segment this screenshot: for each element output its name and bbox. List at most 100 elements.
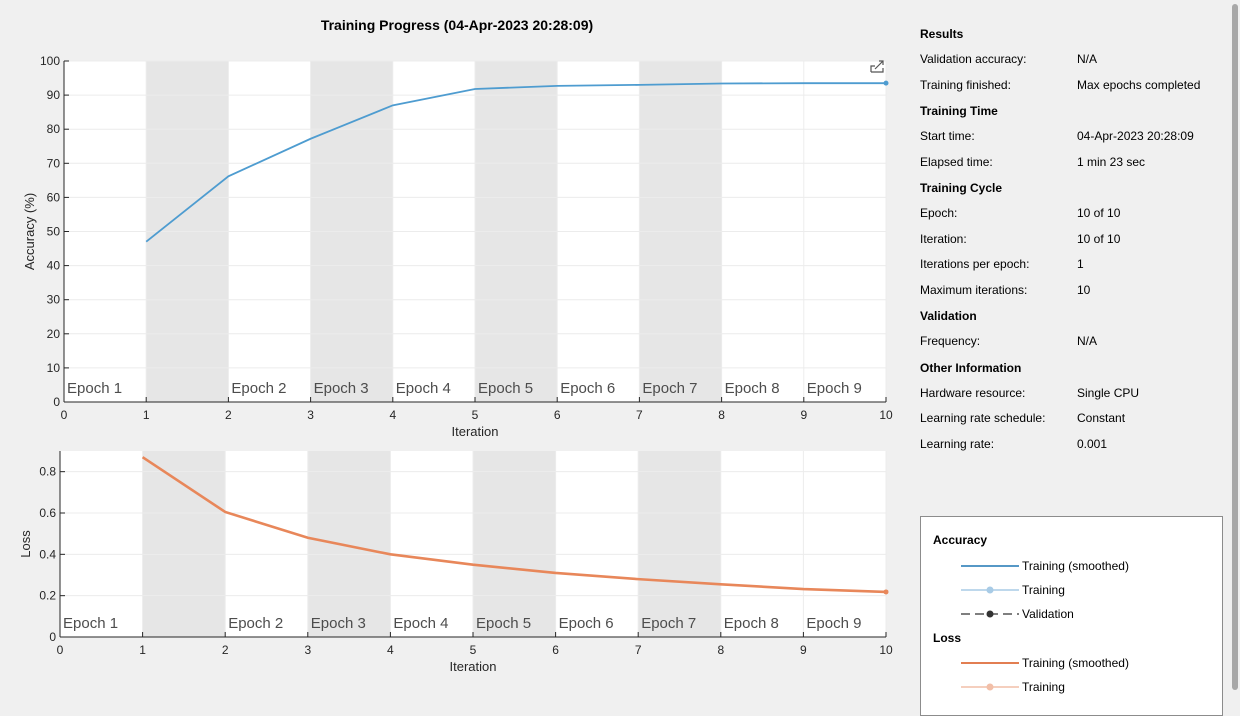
info-value: Constant	[1077, 411, 1126, 425]
epoch-label: Epoch 8	[724, 615, 779, 632]
y-tick-label: 100	[40, 54, 60, 68]
epoch-label: Epoch 3	[311, 615, 366, 632]
training-time-heading: Training Time	[920, 104, 998, 118]
legend-label: Training	[1022, 680, 1065, 694]
series-end-marker	[883, 80, 889, 86]
info-key: Frequency:	[920, 334, 981, 348]
info-value: Max epochs completed	[1077, 77, 1201, 92]
y-tick-label: 10	[47, 361, 61, 375]
legend-label: Training (smoothed)	[1022, 656, 1129, 670]
x-tick-label: 1	[143, 408, 150, 422]
other-information-heading: Other Information	[920, 360, 1022, 375]
info-row-start-time: Start time: 04-Apr-2023 20:28:09	[920, 128, 1220, 154]
info-key: Training finished:	[920, 77, 1011, 92]
info-key: Learning rate:	[920, 436, 995, 451]
legend-accuracy-validation: Validation	[961, 606, 1074, 622]
legend-accuracy-training: Training	[961, 582, 1065, 598]
info-row-elapsed-time: Elapsed time: 1 min 23 sec	[920, 154, 1220, 180]
y-tick-label: 0	[53, 395, 60, 409]
legend-label: Validation	[1022, 607, 1074, 621]
info-key: Iteration:	[920, 231, 967, 246]
y-tick-label: 40	[47, 259, 61, 273]
info-value: 0.001	[1077, 436, 1108, 451]
y-axis-label: Loss	[18, 530, 33, 558]
x-tick-label: 6	[554, 408, 561, 422]
y-tick-label: 80	[47, 122, 61, 136]
legend-label: Training	[1022, 583, 1065, 597]
validation-heading: Validation	[920, 309, 977, 323]
legend-line-icon	[961, 565, 1019, 567]
info-key: Start time:	[920, 129, 975, 143]
y-tick-label: 0	[49, 630, 56, 644]
info-row-iterations-per-epoch: Iterations per epoch: 1	[920, 256, 1220, 282]
y-tick-label: 90	[47, 88, 61, 102]
x-tick-label: 5	[472, 408, 479, 422]
x-tick-label: 9	[800, 643, 807, 657]
epoch-label: Epoch 9	[807, 380, 862, 397]
info-row-epoch: Epoch: 10 of 10	[920, 205, 1220, 231]
info-key: Validation accuracy:	[920, 52, 1027, 66]
info-value: 1	[1077, 257, 1084, 271]
x-tick-label: 7	[635, 643, 642, 657]
legend-accuracy-smoothed: Training (smoothed)	[961, 558, 1129, 574]
y-tick-label: 50	[47, 225, 61, 239]
y-tick-label: 0.2	[39, 589, 56, 603]
x-tick-label: 7	[636, 408, 643, 422]
x-tick-label: 10	[879, 408, 893, 422]
info-value: 1 min 23 sec	[1077, 154, 1146, 169]
info-row-frequency: Frequency: N/A	[920, 333, 1220, 359]
y-tick-label: 70	[47, 156, 61, 170]
y-axis-label: Accuracy (%)	[22, 193, 37, 270]
epoch-label: Epoch 7	[642, 380, 697, 397]
info-value: 10	[1077, 282, 1091, 297]
y-tick-label: 20	[47, 327, 61, 341]
loss-chart: Epoch 1 Epoch 2 Epoch 3 Epoch 4 Epoch 5 Epoch…	[18, 451, 893, 674]
epoch-label: Epoch 3	[314, 380, 369, 397]
series-line	[145, 82, 886, 243]
epoch-label: Epoch 2	[228, 615, 283, 632]
info-key: Epoch:	[920, 206, 958, 220]
info-row-iteration: Iteration: 10 of 10	[920, 231, 1220, 257]
epoch-label: Epoch 1	[67, 380, 122, 397]
epoch-label: Epoch 1	[63, 615, 118, 632]
x-tick-label: 6	[552, 643, 559, 657]
y-tick-label: 60	[47, 190, 61, 204]
x-tick-label: 0	[61, 408, 68, 422]
legend-label: Training (smoothed)	[1022, 559, 1129, 573]
accuracy-chart: Epoch 1 Epoch 2 Epoch 3 Epoch 4 Epoch 5 Epoch…	[22, 54, 893, 439]
info-key: Learning rate schedule:	[920, 411, 1046, 425]
x-tick-label: 10	[879, 643, 893, 657]
results-heading: Results	[920, 27, 964, 41]
y-tick-label: 0.4	[39, 547, 56, 561]
scrollbar[interactable]	[1230, 0, 1240, 700]
y-tick-label: 30	[47, 293, 61, 307]
epoch-label: Epoch 9	[806, 615, 861, 632]
training-info-panel: Results Validation accuracy: N/A Training…	[920, 26, 1220, 461]
info-value: 04-Apr-2023 20:28:09	[1077, 129, 1194, 143]
x-tick-label: 3	[304, 643, 311, 657]
legend-line-marker-icon	[961, 683, 1019, 691]
scrollbar-thumb[interactable]	[1232, 4, 1238, 690]
info-value: N/A	[1077, 334, 1098, 348]
x-tick-label: 4	[389, 408, 396, 422]
epoch-shade	[142, 451, 226, 637]
info-key: Maximum iterations:	[920, 282, 1028, 297]
x-tick-label: 3	[307, 408, 314, 422]
epoch-label: Epoch 6	[560, 380, 615, 397]
x-axis-label: Iteration	[450, 659, 497, 674]
legend-dashed-marker-icon	[961, 610, 1019, 618]
epoch-label: Epoch 5	[478, 380, 533, 397]
info-row-maximum-iterations: Maximum iterations: 10	[920, 282, 1220, 308]
y-tick-label: 0.6	[39, 506, 56, 520]
info-row-training-finished: Training finished: Max epochs completed	[920, 77, 1220, 103]
legend-panel: Accuracy Training (smoothed) Training Va…	[920, 516, 1223, 716]
epoch-shade	[638, 451, 721, 637]
info-row-hardware-resource: Hardware resource: Single CPU	[920, 385, 1220, 411]
epoch-label: Epoch 8	[725, 380, 780, 397]
export-icon[interactable]	[868, 57, 888, 77]
training-cycle-heading: Training Cycle	[920, 181, 1003, 195]
legend-loss-training: Training	[961, 679, 1065, 695]
legend-line-marker-icon	[961, 586, 1019, 594]
epoch-label: Epoch 5	[476, 615, 531, 632]
info-key: Iterations per epoch:	[920, 257, 1030, 271]
